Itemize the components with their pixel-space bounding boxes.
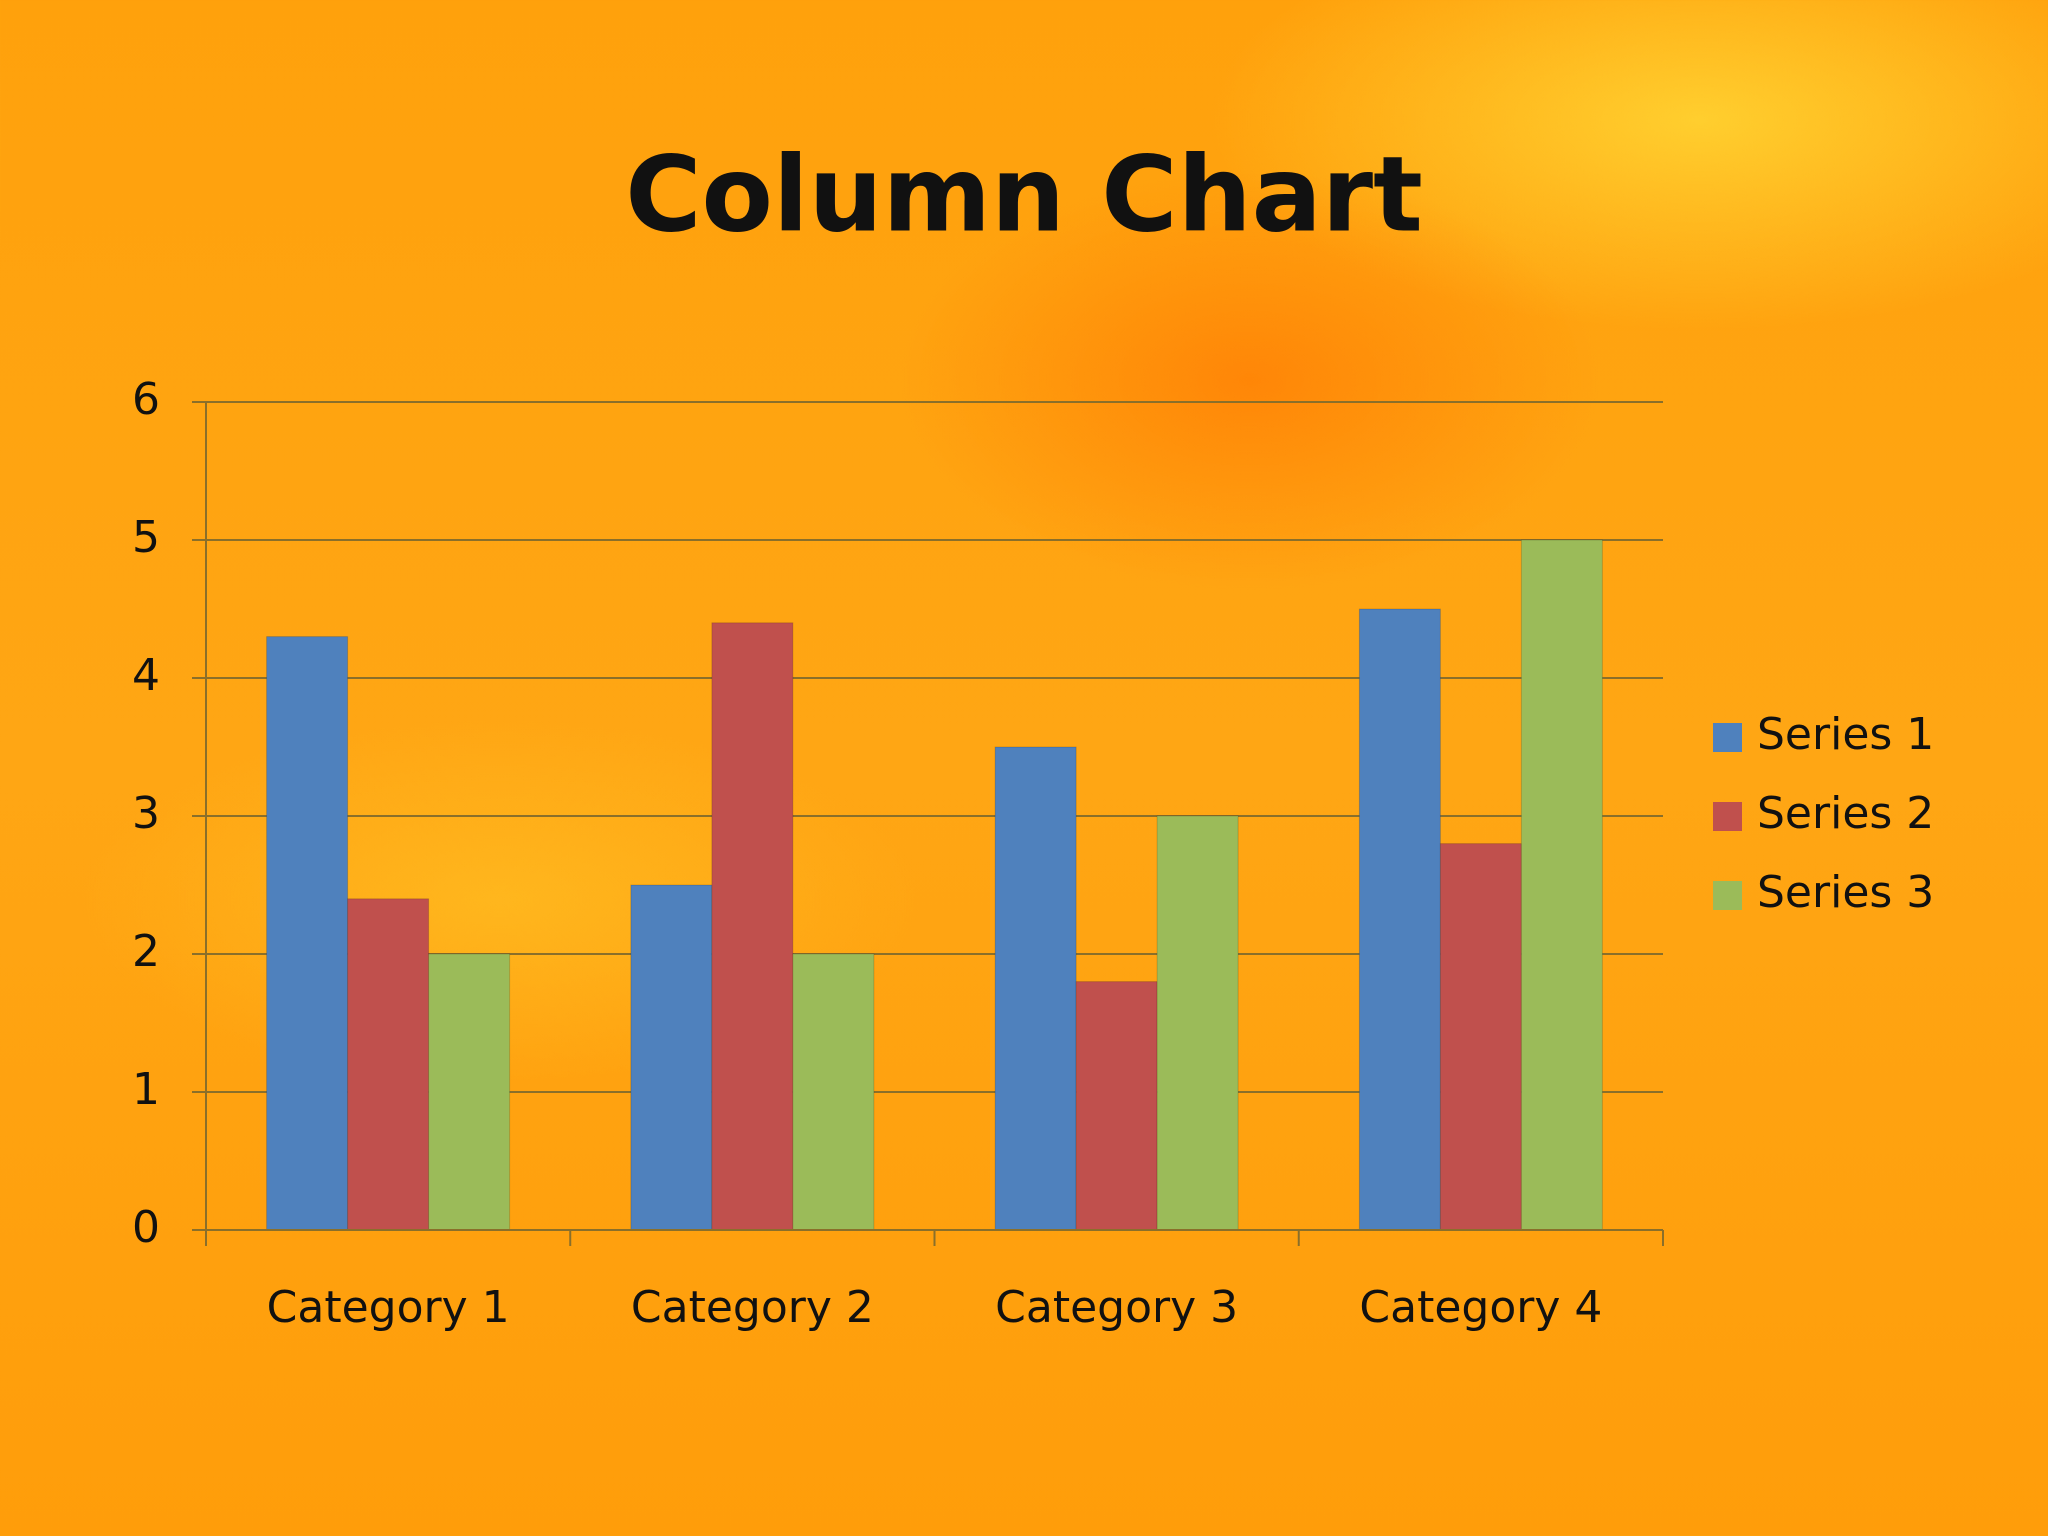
y-tick-label: 1 [132, 1064, 160, 1115]
legend-label: Series 1 [1757, 709, 1934, 760]
bar [792, 953, 875, 1231]
bar [1156, 815, 1239, 1231]
bar [1075, 981, 1158, 1231]
y-tick-label: 6 [132, 374, 160, 425]
x-tick-label: Category 4 [1359, 1282, 1602, 1333]
bar [266, 636, 349, 1231]
chart-title: Column Chart [625, 133, 1423, 255]
bar [630, 884, 713, 1231]
y-tick-label: 0 [132, 1202, 160, 1253]
y-tick-label: 2 [132, 926, 160, 977]
bar [347, 898, 430, 1231]
bar [1358, 608, 1441, 1231]
legend-swatch [1713, 723, 1742, 752]
legend-label: Series 3 [1757, 867, 1934, 918]
y-tick-label: 4 [132, 650, 160, 701]
x-tick-label: Category 2 [631, 1282, 874, 1333]
bar [994, 746, 1077, 1231]
bar [711, 622, 794, 1231]
y-tick-label: 3 [132, 788, 160, 839]
legend-label: Series 2 [1757, 788, 1934, 839]
bar [1520, 539, 1603, 1231]
y-tick-label: 5 [132, 512, 160, 563]
x-tick-label: Category 3 [995, 1282, 1238, 1333]
bar [428, 953, 511, 1231]
x-tick-label: Category 1 [267, 1282, 510, 1333]
bar [1439, 843, 1522, 1231]
legend-swatch [1713, 802, 1742, 831]
legend-swatch [1713, 881, 1742, 910]
